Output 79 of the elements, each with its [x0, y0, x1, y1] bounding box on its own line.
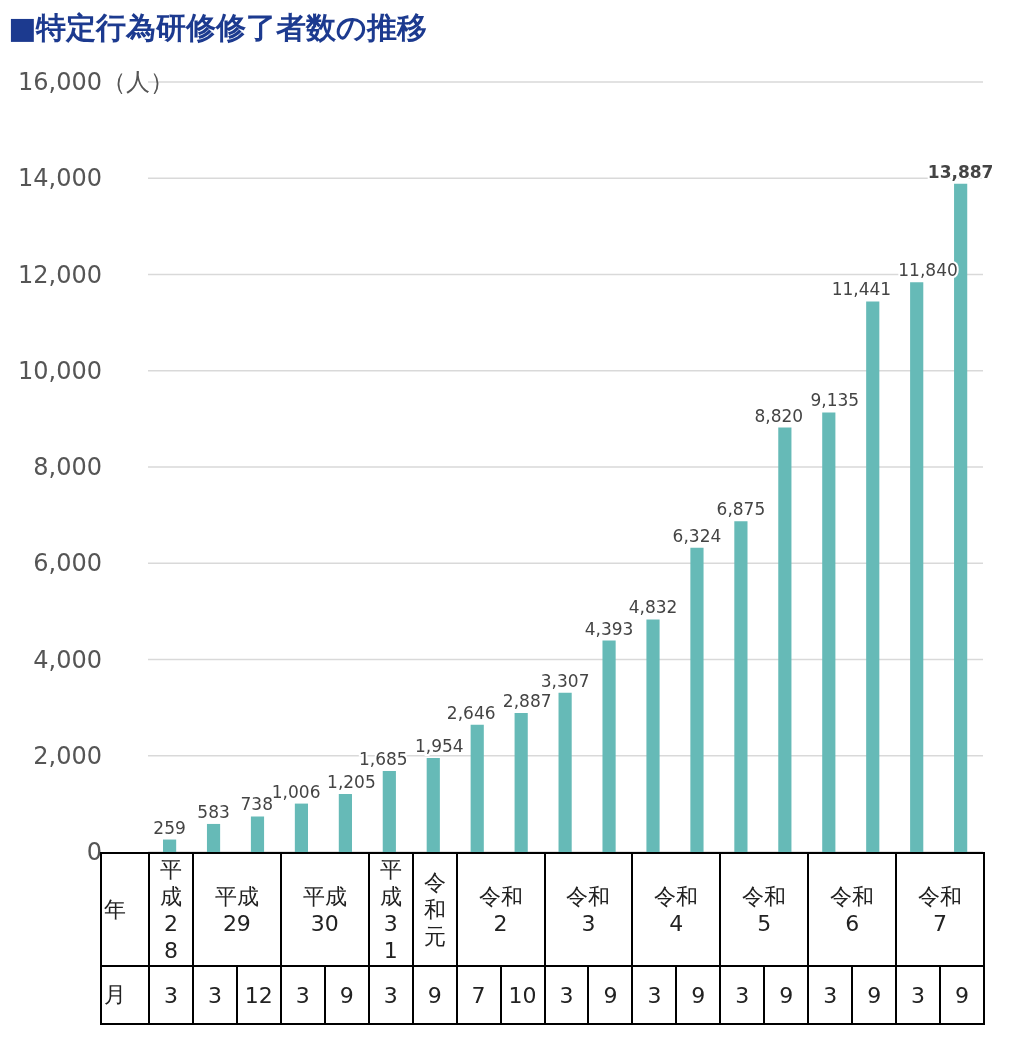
- y-tick-label: 14,000: [18, 164, 102, 193]
- y-tick-label: 4,000: [33, 645, 102, 674]
- data-label: 8,820: [754, 405, 804, 426]
- y-tick-label: 16,000: [18, 68, 102, 96]
- text: 年: [104, 896, 126, 922]
- x-tick-label: 3: [148, 965, 194, 1025]
- data-label: 2,887: [502, 691, 552, 712]
- x-tick-label: 9: [939, 965, 985, 1025]
- data-label: 4,393: [584, 618, 634, 639]
- x-tick-label: 10: [499, 965, 546, 1025]
- y-tick-label: 6,000: [33, 549, 102, 578]
- y-tick-label: 10,000: [18, 356, 102, 385]
- text: 平成29: [213, 882, 260, 937]
- x-tick-label: 3: [543, 965, 590, 1025]
- x-tick-label: 7: [455, 965, 502, 1025]
- bar: [426, 757, 440, 852]
- bar: [163, 839, 177, 852]
- y-tick-label: 0: [86, 838, 102, 866]
- y-tick-label: 12,000: [18, 260, 102, 289]
- bar: [602, 640, 616, 852]
- x-tick-label: 9: [587, 965, 634, 1025]
- x-tick-label: 3: [895, 965, 942, 1025]
- x-tick-label: 3: [631, 965, 678, 1025]
- x-tick-label: 9: [411, 965, 458, 1025]
- data-label: 3,307: [540, 670, 590, 691]
- bar: [646, 619, 660, 852]
- x-tick-label: 3: [807, 965, 854, 1025]
- bar: [206, 823, 221, 852]
- bar: [910, 282, 924, 852]
- x-tick-label: 9: [851, 965, 898, 1025]
- data-label: 1,954: [414, 735, 464, 756]
- text: 令和5: [741, 882, 788, 937]
- data-label: 259: [153, 817, 186, 838]
- bar: [690, 547, 704, 852]
- y-tick-label: 8,000: [33, 453, 102, 481]
- bar: [558, 692, 572, 852]
- bar: [514, 713, 528, 852]
- x-tick-label: 3: [367, 965, 414, 1025]
- text: 令和2: [477, 882, 524, 937]
- data-label: 1,006: [271, 781, 321, 802]
- y-axis-title: （人）: [102, 67, 174, 98]
- x-tick-label: 3: [719, 965, 766, 1025]
- data-label: 738: [240, 794, 273, 815]
- chart-title: ■特定行為研修修了者数の推移: [8, 9, 429, 47]
- x-tick-label: 9: [323, 965, 370, 1025]
- data-label: 1,685: [358, 748, 408, 769]
- bar: [250, 816, 265, 852]
- text: 令和6: [829, 882, 876, 937]
- text: 平成30: [301, 882, 348, 937]
- data-label: 9,135: [810, 390, 860, 411]
- text: 令和7: [917, 882, 964, 937]
- text: 令和元: [422, 869, 447, 950]
- bar: [338, 794, 352, 852]
- data-label: 2,646: [446, 702, 496, 723]
- data-label: 4,832: [628, 597, 678, 618]
- bar: [866, 301, 880, 852]
- bar: [734, 521, 748, 852]
- x-tick-label: 9: [675, 965, 722, 1025]
- y-tick-label: 2,000: [33, 741, 102, 770]
- text: 平成31: [378, 855, 403, 964]
- data-label: 6,324: [672, 525, 722, 546]
- text: 令和4: [653, 882, 700, 937]
- data-label: 1,205: [327, 772, 376, 793]
- bar: [778, 427, 792, 852]
- text: 平成28: [158, 855, 183, 964]
- data-label: 11,441: [831, 279, 892, 300]
- bar: [294, 803, 309, 852]
- text: 月: [100, 965, 150, 1025]
- data-label: 583: [197, 801, 230, 822]
- bar: [382, 770, 396, 852]
- data-label: 13,887: [927, 161, 994, 182]
- x-tick-label: 12: [235, 965, 282, 1025]
- x-tick-label: 3: [279, 965, 326, 1025]
- x-tick-label: 9: [763, 965, 810, 1025]
- x-tick-label: 3: [191, 965, 238, 1025]
- text: 令和3: [565, 882, 612, 937]
- bar: [470, 724, 484, 852]
- bar: [822, 412, 836, 852]
- data-label: 6,875: [716, 499, 766, 520]
